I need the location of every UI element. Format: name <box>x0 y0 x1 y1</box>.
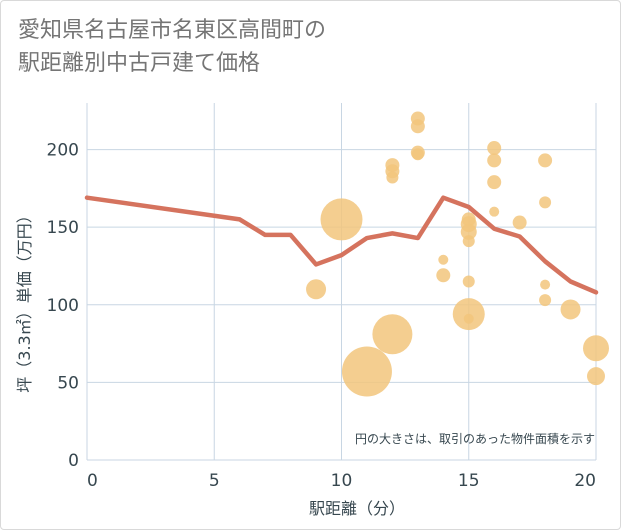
x-tick-label: 5 <box>209 471 220 491</box>
bubble-point <box>320 198 363 241</box>
bubble-point <box>438 254 449 265</box>
grid <box>86 103 597 461</box>
x-tick-label: 20 <box>574 471 596 491</box>
bubble-point <box>540 279 551 290</box>
bubble-point <box>410 119 425 134</box>
y-tick-label: 100 <box>47 296 79 316</box>
average-line <box>84 195 599 295</box>
bubble-point <box>386 171 399 184</box>
bubble-point <box>436 268 451 283</box>
bubble-point <box>560 299 581 320</box>
bubble-point <box>583 335 609 362</box>
bubble-point <box>306 279 327 300</box>
y-axis-label: 坪（3.3㎡）単価（万円） <box>15 207 34 392</box>
bubble-point <box>462 275 475 288</box>
y-tick-label: 50 <box>57 373 79 393</box>
chart-title-line2: 駅距離別中古戸建て価格 <box>18 51 261 76</box>
bubble-point <box>489 206 500 217</box>
y-tick-label: 0 <box>68 451 79 471</box>
bubble-point <box>462 235 475 248</box>
bubble-point <box>512 215 527 230</box>
bubbles <box>306 111 609 397</box>
bubble-point <box>487 153 502 168</box>
x-tick-label: 15 <box>458 471 480 491</box>
size-annotation: 円の大きさは、取引のあった物件面積を示す <box>355 431 595 446</box>
x-tick-label: 0 <box>87 471 98 491</box>
bubble-point <box>487 175 502 190</box>
bubble-point <box>460 223 477 240</box>
bubble-point <box>411 148 424 161</box>
chart-title: 愛知県名古屋市名東区高間町の 駅距離別中古戸建て価格 <box>18 14 326 80</box>
bubble-point <box>539 196 552 209</box>
bubble-point <box>538 153 553 168</box>
chart-title-line1: 愛知県名古屋市名東区高間町の <box>18 18 327 43</box>
bubble-point <box>487 141 502 156</box>
bubble-point <box>341 346 392 397</box>
average-price-line <box>84 195 599 295</box>
x-tick-label: 10 <box>331 471 353 491</box>
bubble-point <box>372 314 413 355</box>
y-tick-label: 150 <box>47 218 79 238</box>
x-axis-label: 駅距離（分） <box>309 499 405 518</box>
bubble-point <box>463 313 474 324</box>
y-tick-label: 200 <box>47 141 79 161</box>
bubble-point <box>587 367 605 386</box>
bubble-point <box>539 294 552 307</box>
